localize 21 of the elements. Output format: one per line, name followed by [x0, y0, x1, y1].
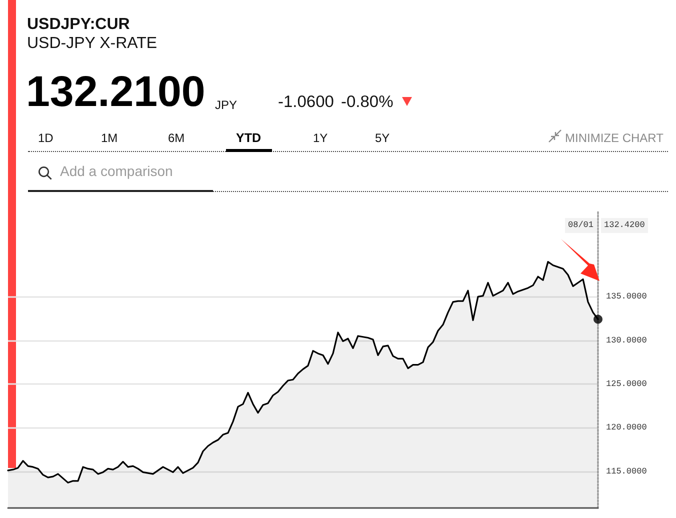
y-tick-label: 125.0000 [606, 379, 647, 390]
y-tick-label: 115.0000 [606, 466, 647, 476]
text: -0.80% [341, 93, 394, 111]
chart-subtitle: USD-JPY X-RATE [27, 34, 158, 52]
text: 1D [38, 131, 54, 145]
text: 1M [101, 131, 118, 145]
text: 1Y [313, 131, 328, 145]
text: MINIMIZE CHART [565, 130, 664, 144]
annotation: 08/01 [565, 218, 597, 232]
text: 132.2100 [26, 68, 206, 116]
text: YTD [236, 131, 261, 145]
text: 6M [168, 131, 185, 145]
text: -1.0600 [278, 93, 334, 111]
y-tick-label: 130.0000 [606, 335, 647, 346]
y-tick-label: 120.0000 [606, 422, 647, 433]
text: 5Y [375, 131, 390, 145]
y-tick-label: 135.0000 [606, 292, 647, 302]
text: JPY [215, 98, 238, 112]
chart-title: USDJPY:CUR [27, 16, 130, 33]
text: Add a comparison [60, 163, 173, 179]
text: 132.4200 [601, 218, 648, 232]
